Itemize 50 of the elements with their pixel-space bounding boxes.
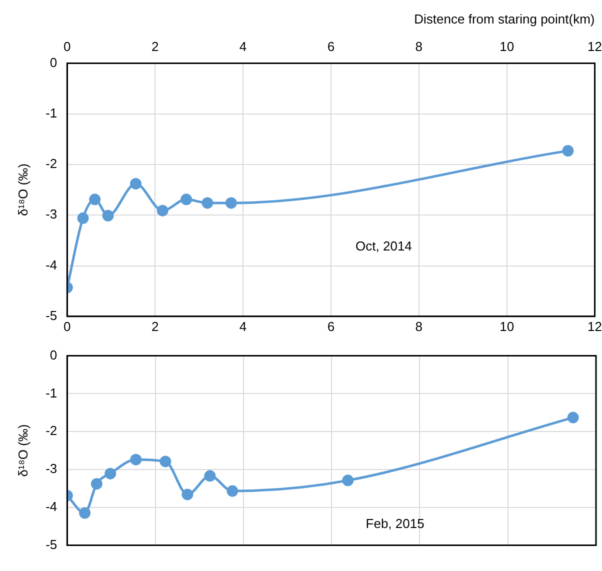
y-tick-label: -5 [46,536,58,552]
point [130,178,142,190]
point [182,488,194,500]
annotation: Feb, 2015 [366,516,424,532]
annotation: Oct, 2014 [356,238,412,254]
point [102,210,114,222]
point [562,145,574,157]
point [226,485,238,497]
point [130,454,142,466]
y-tick-label: 0 [50,347,58,362]
point [342,474,354,486]
point [79,507,91,519]
x2-tick-label: 4 [239,38,247,54]
x2-tick-label: 8 [415,38,423,54]
x-tick-label: 8 [415,318,423,334]
x2-tick-label: 0 [64,38,71,54]
y-tick-label: -2 [46,423,58,438]
x-tick-label: 4 [239,318,247,334]
x2-tick-label: 12 [588,38,602,54]
point [104,468,116,480]
x2-tick-label: 10 [500,38,514,54]
point [90,478,102,490]
y-tick-label: -4 [46,257,58,272]
point [204,470,216,482]
x2-tick-label: 6 [327,38,335,54]
x-tick-label: 2 [151,318,159,334]
point [202,197,214,209]
y-tick-label: -1 [46,105,58,120]
x-tick-label: 6 [327,318,335,334]
y-tick-label: -3 [46,206,58,222]
y-axis-title: δ¹⁸O (‰) [15,164,30,216]
y-tick-label: -4 [46,498,58,514]
point [225,197,237,209]
point [567,412,579,424]
x2-tick-label: 2 [151,38,159,54]
x-tick-label: 12 [588,318,602,334]
point [160,456,172,468]
y-tick-label: -3 [46,461,58,476]
y-tick-label: -2 [46,156,58,172]
point [180,194,192,206]
x-tick-label: 10 [500,318,514,334]
x-tick-label: 0 [64,318,71,334]
y-axis-title: δ¹⁸O (‰) [15,424,30,477]
point [156,204,168,216]
y-tick-label: -5 [46,308,58,323]
x2-axis-title: Distence from staring point(km) [414,11,595,26]
y-tick-label: -1 [46,385,58,400]
y-tick-label: 0 [50,54,58,70]
point [77,212,89,224]
point [89,194,101,206]
